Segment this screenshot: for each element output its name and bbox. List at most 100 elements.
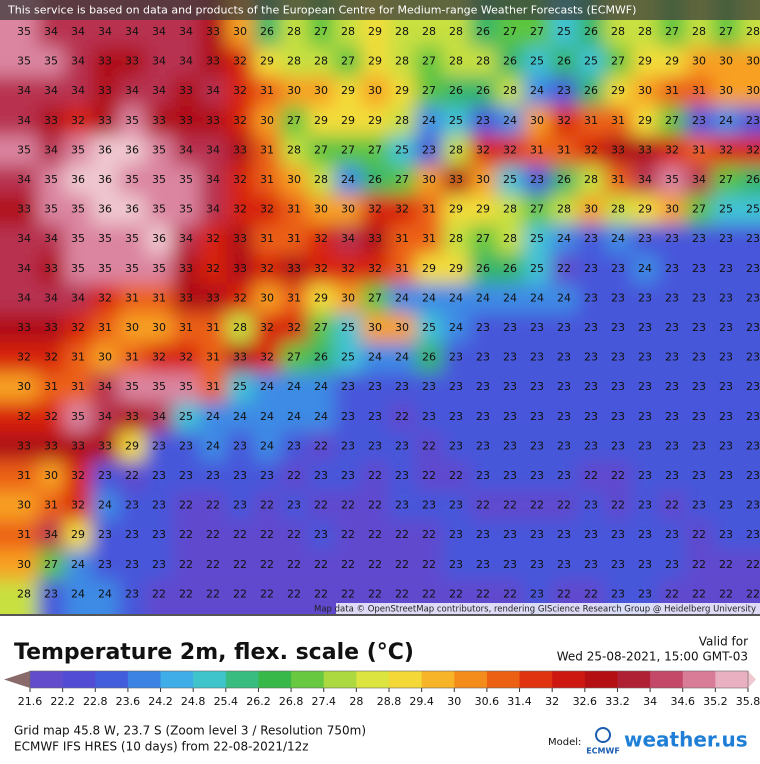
scale-label: 30.6	[475, 695, 500, 708]
grid-value: 23	[638, 291, 652, 304]
grid-value: 23	[584, 321, 598, 334]
grid-value: 27	[395, 173, 409, 186]
grid-value: 31	[125, 291, 139, 304]
grid-value: 28	[503, 232, 517, 245]
grid-value: 23	[341, 469, 355, 482]
grid-value: 23	[719, 499, 733, 512]
grid-value: 22	[746, 558, 760, 571]
grid-value: 32	[719, 143, 733, 156]
grid-value: 23	[665, 351, 679, 364]
grid-value: 24	[98, 499, 112, 512]
grid-value: 31	[206, 351, 220, 364]
grid-value: 23	[125, 528, 139, 541]
grid-value: 35	[179, 203, 193, 216]
grid-value: 23	[368, 380, 382, 393]
grid-value: 35	[44, 55, 58, 68]
grid-value: 35	[152, 262, 166, 275]
scale-swatch	[552, 671, 585, 688]
grid-value: 30	[719, 55, 733, 68]
grid-value: 35	[125, 232, 139, 245]
grid-value: 34	[206, 143, 220, 156]
grid-value: 33	[17, 439, 31, 452]
grid-value: 28	[746, 25, 760, 38]
grid-value: 25	[530, 262, 544, 275]
grid-value: 35	[98, 262, 112, 275]
grid-value: 23	[530, 587, 544, 600]
grid-value: 32	[287, 321, 301, 334]
grid-value: 23	[584, 291, 598, 304]
grid-value: 23	[638, 439, 652, 452]
grid-value: 27	[530, 203, 544, 216]
grid-value: 26	[584, 84, 598, 97]
grid-value: 22	[692, 558, 706, 571]
grid-value: 22	[584, 469, 598, 482]
grid-value: 30	[17, 380, 31, 393]
grid-value: 31	[557, 143, 571, 156]
grid-value: 24	[530, 84, 544, 97]
grid-value: 30	[314, 84, 328, 97]
grid-value: 35	[665, 173, 679, 186]
grid-value: 28	[449, 25, 463, 38]
grid-value: 30	[746, 84, 760, 97]
grid-value: 24	[611, 232, 625, 245]
grid-value: 24	[206, 410, 220, 423]
grid-value: 32	[17, 351, 31, 364]
grid-value: 22	[368, 587, 382, 600]
grid-value: 27	[314, 25, 328, 38]
grid-value: 23	[638, 558, 652, 571]
grid-value: 24	[71, 558, 85, 571]
grid-value: 34	[152, 410, 166, 423]
grid-value: 31	[287, 291, 301, 304]
grid-value: 23	[233, 469, 247, 482]
grid-value: 23	[746, 439, 760, 452]
grid-value: 25	[503, 173, 517, 186]
grid-value: 23	[611, 380, 625, 393]
grid-value: 23	[719, 232, 733, 245]
grid-value: 28	[611, 203, 625, 216]
grid-value: 23	[422, 410, 436, 423]
grid-value: 22	[368, 528, 382, 541]
grid-value: 22	[206, 499, 220, 512]
grid-value: 31	[125, 351, 139, 364]
scale-label: 30	[447, 695, 461, 708]
grid-value: 33	[206, 25, 220, 38]
scale-label: 22.8	[83, 695, 108, 708]
grid-value: 34	[179, 232, 193, 245]
grid-value: 24	[98, 587, 112, 600]
grid-value: 30	[260, 114, 274, 127]
grid-value: 23	[530, 351, 544, 364]
grid-value: 23	[98, 558, 112, 571]
grid-value: 23	[638, 410, 652, 423]
grid-value: 30	[17, 499, 31, 512]
grid-value: 34	[44, 84, 58, 97]
grid-value: 24	[260, 380, 274, 393]
grid-value: 35	[152, 380, 166, 393]
grid-value: 22	[719, 558, 733, 571]
grid-value: 32	[665, 143, 679, 156]
grid-value: 33	[71, 439, 85, 452]
grid-value: 28	[341, 25, 355, 38]
grid-value: 32	[557, 114, 571, 127]
grid-value: 28	[287, 55, 301, 68]
grid-value: 23	[449, 499, 463, 512]
grid-value: 25	[557, 25, 571, 38]
grid-value: 24	[503, 114, 517, 127]
grid-value: 35	[152, 143, 166, 156]
grid-value: 23	[476, 558, 490, 571]
grid-value: 23	[692, 291, 706, 304]
grid-value: 23	[692, 499, 706, 512]
scale-label: 34	[643, 695, 657, 708]
grid-value: 28	[476, 55, 490, 68]
grid-value: 22	[422, 469, 436, 482]
grid-value: 23	[746, 528, 760, 541]
grid-value: 34	[179, 143, 193, 156]
grid-value: 23	[611, 439, 625, 452]
grid-value: 23	[638, 321, 652, 334]
grid-value: 27	[611, 55, 625, 68]
grid-value: 22	[341, 499, 355, 512]
grid-value: 35	[17, 143, 31, 156]
grid-value: 27	[287, 114, 301, 127]
grid-value: 28	[17, 587, 31, 600]
grid-value: 22	[422, 587, 436, 600]
scale-label: 23.6	[116, 695, 141, 708]
